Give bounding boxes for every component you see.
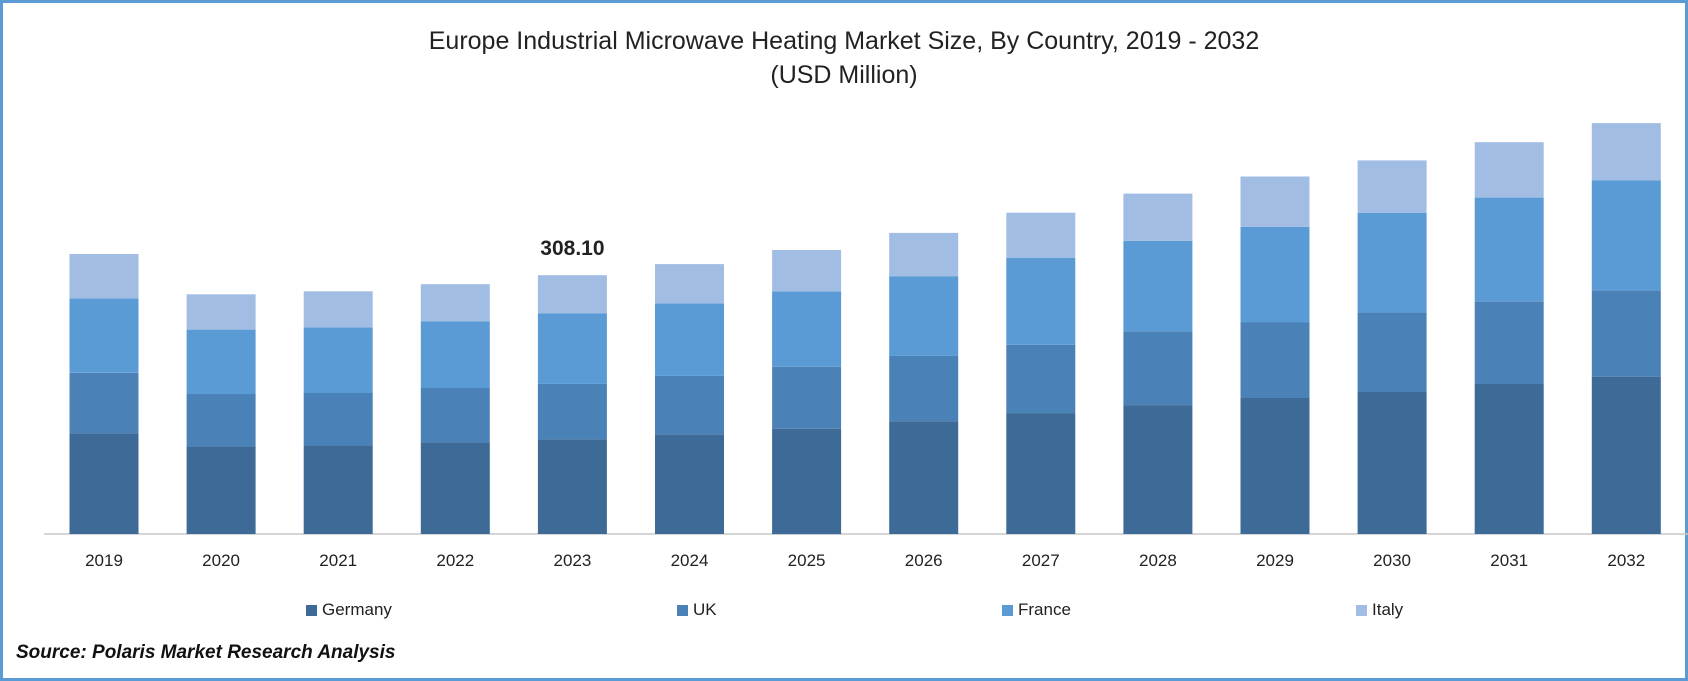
legend-label-france: France (1018, 600, 1071, 619)
legend-swatch-france (1002, 604, 1013, 616)
x-tick-label-2020: 2020 (202, 551, 240, 570)
bar-france-2027 (1006, 258, 1076, 345)
bar-italy-2028 (1123, 193, 1193, 241)
bar-germany-2027 (1006, 413, 1076, 534)
bar-france-2023 (537, 313, 607, 384)
bar-germany-2025 (772, 428, 842, 535)
bar-italy-2029 (1240, 176, 1310, 227)
bar-italy-2032 (1591, 123, 1661, 181)
bar-italy-2023 (537, 275, 607, 314)
bar-germany-2029 (1240, 398, 1310, 534)
legend-label-germany: Germany (322, 600, 392, 619)
chart-subtitle: (USD Million) (770, 61, 918, 89)
bar-france-2020 (186, 329, 256, 395)
x-tick-label-2032: 2032 (1607, 551, 1645, 570)
bar-uk-2024 (655, 375, 724, 435)
bar-france-2029 (1240, 226, 1310, 323)
bar-germany-2020 (186, 446, 256, 534)
bar-germany-2030 (1357, 392, 1427, 534)
legend-uk: UK (677, 598, 717, 622)
legend-swatch-germany (306, 604, 317, 616)
legend-germany: Germany (306, 598, 392, 622)
x-tick-label-2025: 2025 (788, 551, 826, 570)
x-tick-label-2019: 2019 (85, 551, 123, 570)
source-note: Source: Polaris Market Research Analysis (16, 642, 396, 663)
bar-italy-2027 (1006, 212, 1076, 258)
bar-france-2019 (69, 298, 139, 373)
bar-uk-2028 (1123, 331, 1193, 406)
legend-label-uk: UK (693, 600, 717, 619)
bar-uk-2020 (186, 394, 256, 447)
bar-france-2031 (1474, 197, 1544, 302)
bar-germany-2026 (889, 421, 959, 534)
bar-italy-2026 (889, 232, 959, 277)
legend-label-italy: Italy (1372, 600, 1404, 619)
bar-italy-2031 (1474, 142, 1544, 198)
bar-germany-2032 (1591, 376, 1661, 534)
legend-italy: Italy (1356, 598, 1403, 622)
x-tick-label-2024: 2024 (671, 551, 709, 570)
bar-germany-2023 (537, 439, 607, 534)
legend-france: France (1002, 598, 1071, 622)
bar-italy-2019 (69, 254, 139, 299)
bar-france-2025 (772, 291, 842, 367)
legend-swatch-uk (677, 604, 688, 616)
bar-italy-2024 (655, 264, 724, 304)
data-label-2023: 308.10 (540, 237, 604, 260)
bar-italy-2020 (186, 294, 256, 330)
bar-france-2024 (655, 303, 724, 376)
bar-france-2021 (303, 327, 373, 393)
bar-france-2022 (420, 321, 490, 388)
x-tick-label-2027: 2027 (1022, 551, 1060, 570)
bar-uk-2019 (69, 372, 139, 434)
bar-germany-2022 (420, 442, 490, 534)
chart-title: Europe Industrial Microwave Heating Mark… (428, 27, 1260, 55)
bar-italy-2025 (772, 250, 842, 292)
x-tick-label-2021: 2021 (319, 551, 357, 570)
bar-germany-2031 (1474, 383, 1544, 534)
x-tick-label-2023: 2023 (553, 551, 591, 570)
x-tick-label-2026: 2026 (905, 551, 943, 570)
bar-uk-2025 (772, 366, 842, 429)
bar-italy-2030 (1357, 160, 1427, 213)
bar-italy-2021 (303, 291, 373, 328)
bar-germany-2019 (69, 433, 139, 534)
bar-germany-2024 (655, 434, 724, 534)
bar-uk-2026 (889, 355, 959, 422)
bar-uk-2022 (420, 388, 490, 443)
bar-uk-2031 (1474, 301, 1544, 384)
bar-france-2030 (1357, 212, 1427, 313)
bar-uk-2029 (1240, 322, 1310, 398)
bar-france-2026 (889, 276, 959, 356)
x-tick-label-2030: 2030 (1373, 551, 1411, 570)
x-tick-label-2028: 2028 (1139, 551, 1177, 570)
x-tick-label-2029: 2029 (1256, 551, 1294, 570)
bar-uk-2027 (1006, 344, 1076, 414)
bar-france-2032 (1591, 180, 1661, 291)
legend-swatch-italy (1356, 604, 1367, 616)
bar-italy-2022 (420, 284, 490, 322)
bar-germany-2021 (303, 445, 373, 534)
bar-uk-2023 (537, 383, 607, 440)
x-tick-label-2022: 2022 (436, 551, 474, 570)
bar-uk-2032 (1591, 290, 1661, 377)
bar-france-2028 (1123, 240, 1193, 332)
bar-germany-2028 (1123, 405, 1193, 534)
bar-uk-2030 (1357, 312, 1427, 392)
bar-uk-2021 (303, 393, 373, 446)
x-tick-label-2031: 2031 (1490, 551, 1528, 570)
